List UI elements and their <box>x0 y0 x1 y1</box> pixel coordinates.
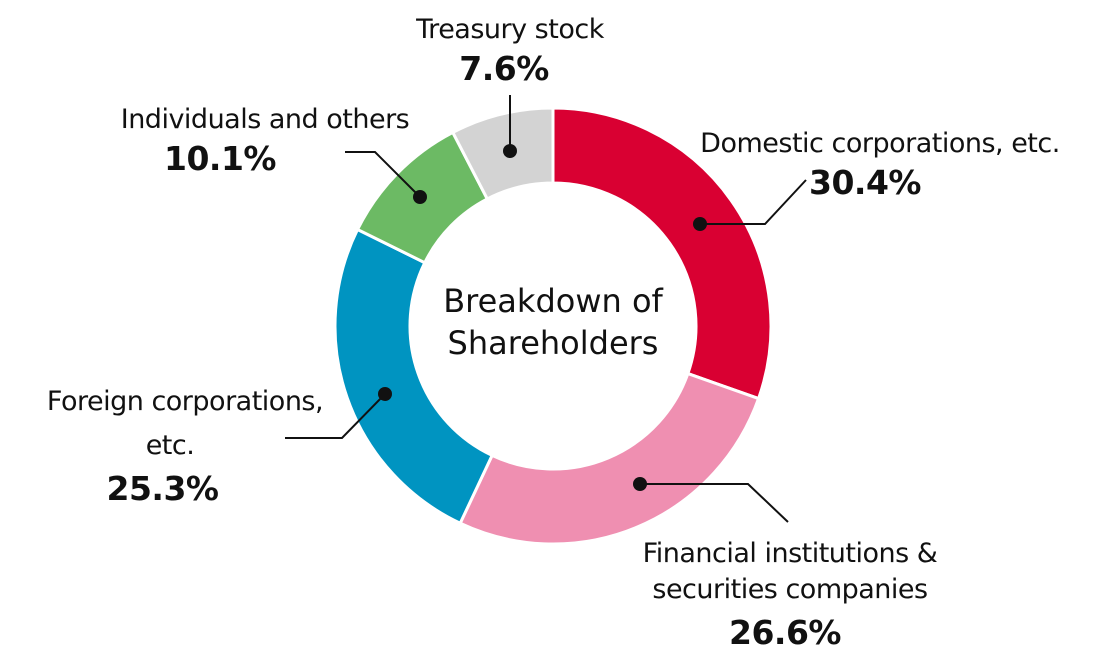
value-label: 10.1% <box>164 139 277 178</box>
leader-dot-4 <box>503 144 517 158</box>
value-label: 7.6% <box>459 49 549 88</box>
leader-line-3 <box>345 151 421 198</box>
leader-line-2 <box>285 393 386 439</box>
label-text: Foreign corporations, <box>46 386 324 417</box>
leader-dot-1 <box>633 477 647 491</box>
label-domestic: Domestic corporations, etc. 30.4% <box>660 126 1100 204</box>
label-text: securities companies <box>652 574 928 605</box>
value-label: 30.4% <box>809 163 922 202</box>
label-text: Domestic corporations, etc. <box>700 128 1060 159</box>
label-individuals: Individuals and others 10.1% <box>90 102 440 180</box>
label-financial: Financial institutions & securities comp… <box>600 536 980 654</box>
value-label: 25.3% <box>106 469 220 508</box>
donut-slice-1 <box>458 371 761 546</box>
label-text: Financial institutions & <box>642 538 938 569</box>
label-text: Individuals and others <box>120 104 410 135</box>
label-foreign: Foreign corporations, etc. 25.3% <box>20 384 350 510</box>
leader-line-1 <box>640 483 789 523</box>
label-text: Treasury stock <box>416 14 604 45</box>
donut-slice-4 <box>450 106 555 202</box>
value-label: 26.6% <box>729 613 842 652</box>
chart-title: Breakdown of Shareholders <box>443 282 663 362</box>
label-text: etc. <box>145 430 195 461</box>
leader-dot-3 <box>413 190 427 204</box>
donut-slice-0 <box>551 106 773 401</box>
leader-dot-0 <box>693 217 707 231</box>
leader-dot-2 <box>378 387 392 401</box>
leader-line-0 <box>700 179 807 225</box>
label-treasury: Treasury stock 7.6% <box>350 12 670 90</box>
donut-slice-2 <box>333 227 495 526</box>
